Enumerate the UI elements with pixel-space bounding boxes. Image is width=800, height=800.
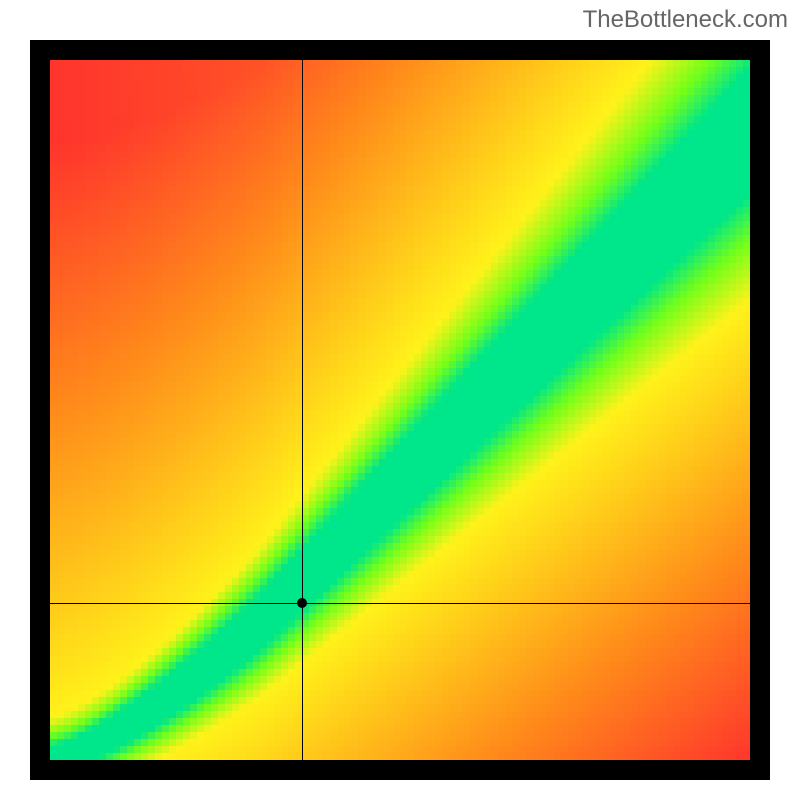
- watermark-text: TheBottleneck.com: [583, 6, 788, 34]
- crosshair-horizontal: [50, 603, 750, 604]
- plot-frame: [30, 40, 770, 780]
- figure-container: TheBottleneck.com: [0, 0, 800, 800]
- crosshair-vertical: [302, 60, 303, 760]
- heatmap-canvas: [50, 60, 750, 760]
- heatmap-plot: [50, 60, 750, 760]
- marker-dot: [297, 598, 307, 608]
